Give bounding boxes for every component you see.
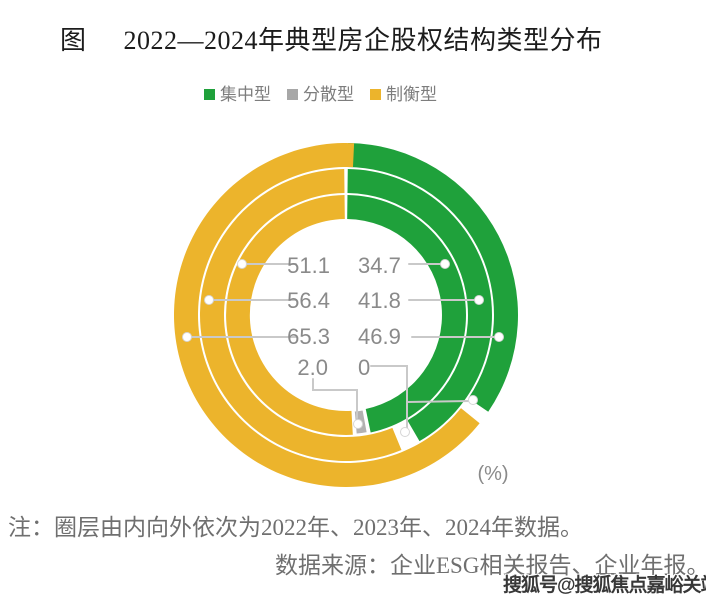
callout-labels: 51.1 34.7 56.4 41.8 65.3 46.9 2.0 0 (%) xyxy=(287,253,508,485)
marker-dot xyxy=(440,259,450,269)
marker-dot xyxy=(474,295,484,305)
legend: 集中型 分散型 制衡型 xyxy=(204,86,437,103)
page-title: 图 2022—2024年典型房企股权结构类型分布 xyxy=(60,20,603,57)
legend-item-jizhongxing: 集中型 xyxy=(204,86,271,103)
value-label: 65.3 xyxy=(287,324,330,349)
marker-dot xyxy=(494,332,504,342)
ring-segment-outer xyxy=(347,143,518,412)
legend-swatch-yellow xyxy=(370,89,381,100)
title-prefix: 图 xyxy=(60,26,87,55)
leader-line-elbow xyxy=(370,365,408,432)
note-data-source: 数据来源：企业ESG相关报告、企业年报。 xyxy=(275,553,706,578)
note-ring-order: 注：圈层由内向外依次为2022年、2023年、2024年数据。 xyxy=(8,515,583,540)
leader-line-elbow xyxy=(312,378,358,419)
value-label: 34.7 xyxy=(358,253,401,278)
value-label: 0 xyxy=(358,355,370,380)
ring-segment-middle xyxy=(199,169,402,461)
value-label: 56.4 xyxy=(287,288,330,313)
donut-rings xyxy=(173,142,518,487)
ring-segment-middle xyxy=(347,169,492,442)
marker-dot xyxy=(204,295,214,305)
leader-line xyxy=(406,400,471,403)
title-main: 2022—2024年典型房企股权结构类型分布 xyxy=(123,26,603,55)
value-label: 41.8 xyxy=(358,288,401,313)
watermark-sohu: 搜狐号@搜狐焦点嘉峪关站 xyxy=(503,575,706,596)
legend-label: 分散型 xyxy=(303,85,354,104)
unit-label: (%) xyxy=(477,463,508,485)
legend-swatch-green xyxy=(204,89,215,100)
legend-label: 制衡型 xyxy=(386,85,437,104)
marker-dot xyxy=(400,427,410,437)
marker-dot xyxy=(237,259,247,269)
marker-dot xyxy=(353,419,363,429)
legend-swatch-gray xyxy=(287,89,298,100)
marker-dot xyxy=(468,395,478,405)
marker-dots xyxy=(182,259,504,437)
ring-segment-outer xyxy=(173,142,480,487)
value-label: 46.9 xyxy=(358,324,401,349)
legend-item-zhihengxing: 制衡型 xyxy=(370,86,437,103)
value-label: 2.0 xyxy=(297,355,328,380)
leader-lines xyxy=(187,263,500,432)
ring-segment-inner xyxy=(347,195,467,433)
marker-dot xyxy=(182,332,192,342)
legend-item-fensanxing: 分散型 xyxy=(287,86,354,103)
legend-label: 集中型 xyxy=(220,85,271,104)
value-label: 51.1 xyxy=(287,253,330,278)
ring-segment-inner xyxy=(226,195,353,436)
